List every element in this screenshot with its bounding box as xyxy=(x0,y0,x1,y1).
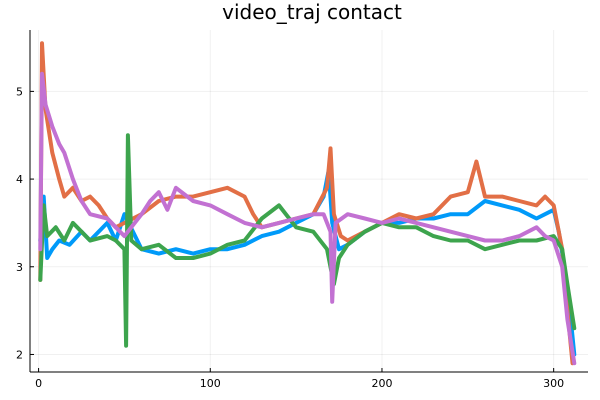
series-group xyxy=(38,41,577,366)
chart-title: video_traj contact xyxy=(222,0,402,24)
y-tick-label: 2 xyxy=(16,348,23,361)
series-line-1 xyxy=(38,168,577,357)
series-line-4 xyxy=(38,71,577,366)
series-line-3 xyxy=(38,133,577,348)
y-tick-label: 3 xyxy=(16,261,23,274)
axes xyxy=(29,30,588,373)
x-tick-label: 0 xyxy=(35,377,42,390)
y-tick-label: 5 xyxy=(16,85,23,98)
x-tick-label: 200 xyxy=(371,377,392,390)
y-tick-label: 4 xyxy=(16,173,23,186)
x-tick-label: 100 xyxy=(200,377,221,390)
grid xyxy=(30,30,588,372)
x-tick-label: 300 xyxy=(543,377,564,390)
tick-labels: 0 100 200 300 2 3 4 5 xyxy=(16,85,564,390)
